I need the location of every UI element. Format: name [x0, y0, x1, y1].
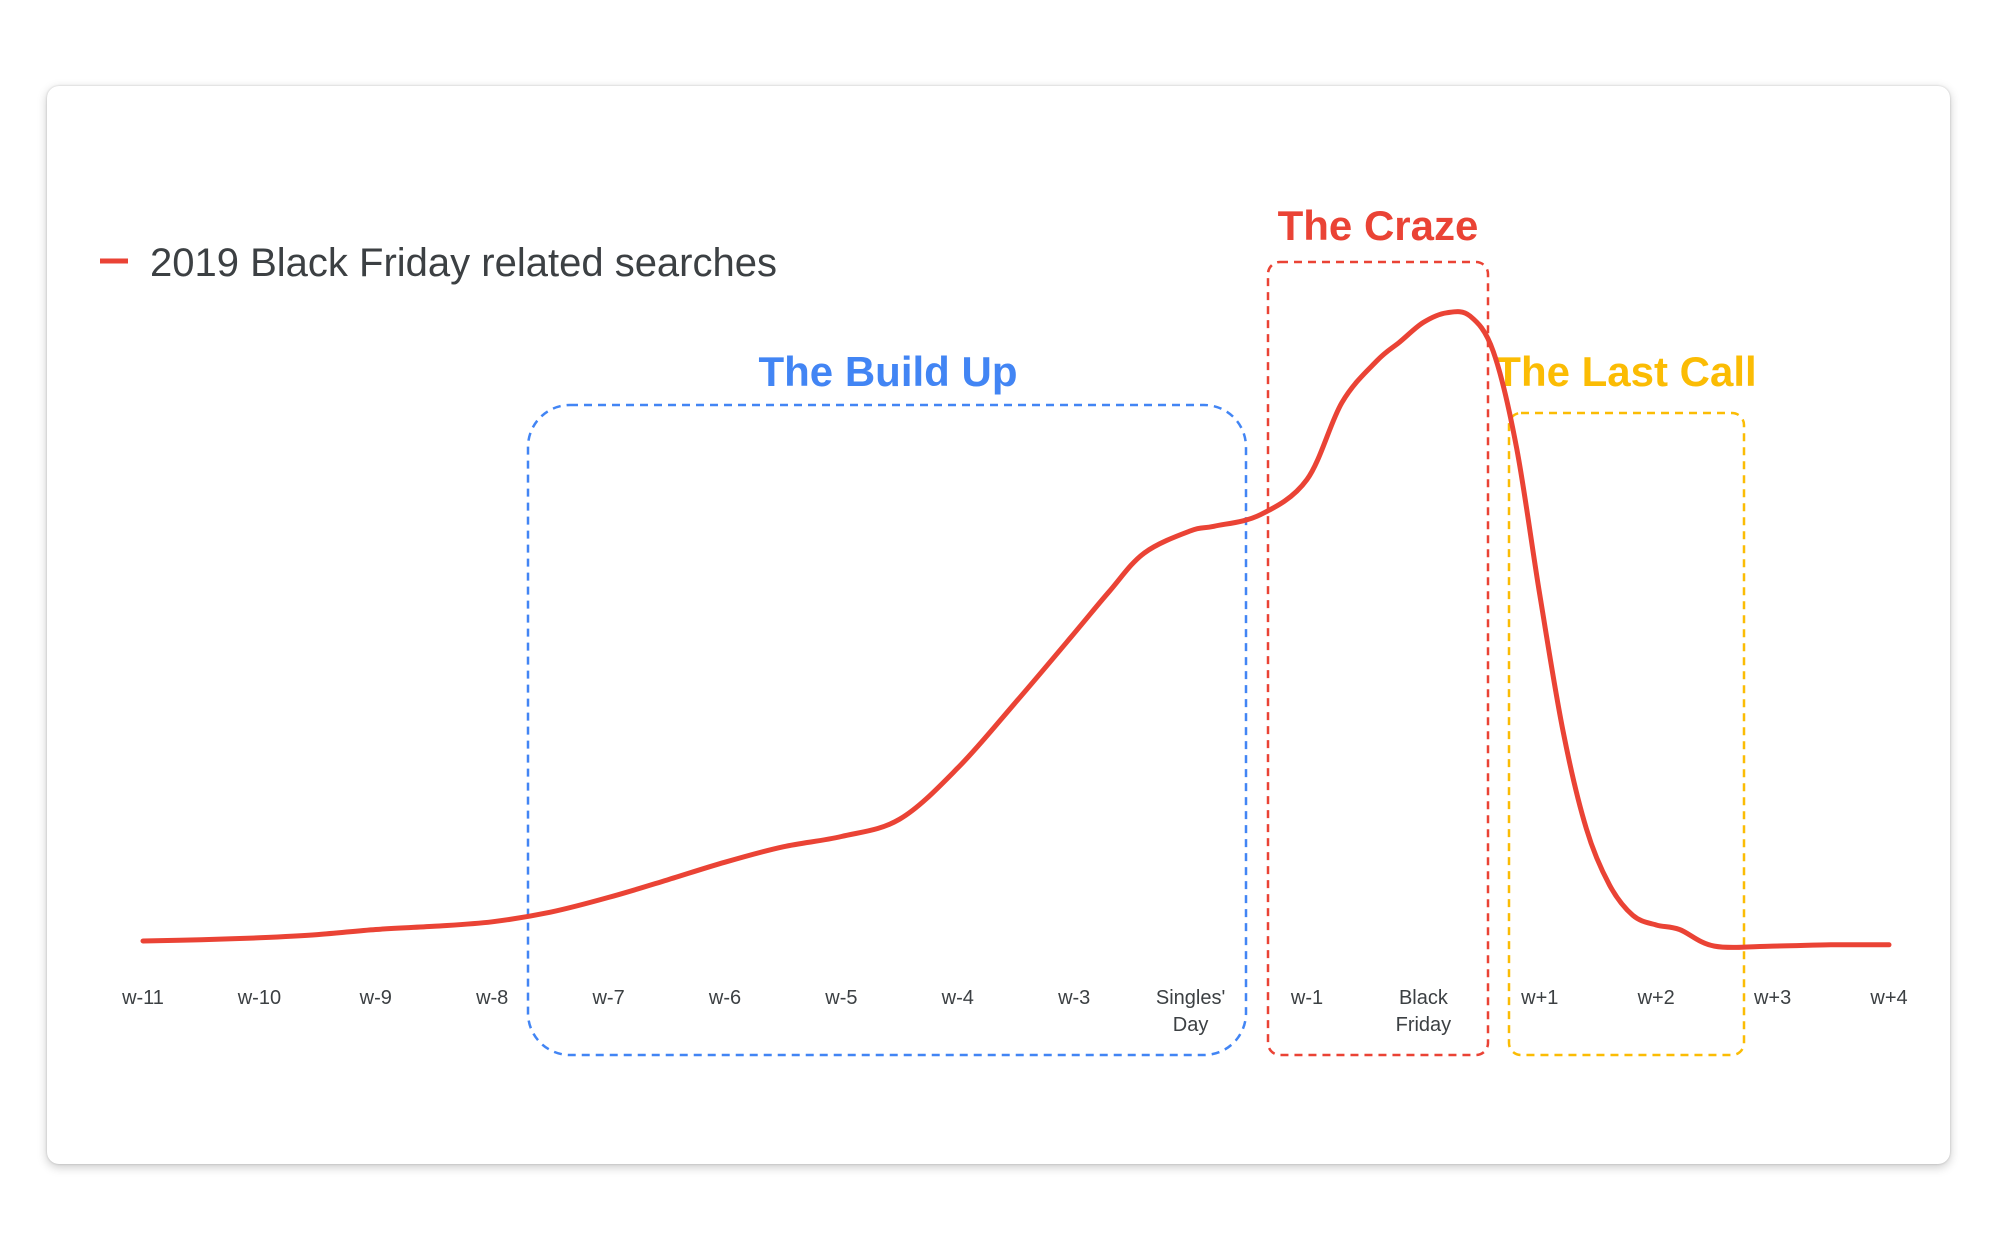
x-tick-label-w-6: w-6: [708, 987, 741, 1009]
x-tick-label-w-11: w-11: [121, 987, 164, 1009]
x-tick-label-w-7: w-7: [591, 987, 624, 1009]
x-tick-label-w-1: w-1: [1290, 987, 1323, 1009]
x-tick-label-w-4: w+4: [1869, 987, 1907, 1009]
zone-box-the-last-call: [1507, 411, 1746, 1057]
zone-label-the-craze: The Craze: [1278, 202, 1479, 249]
x-tick-label-w-1: w+1: [1520, 987, 1558, 1009]
x-tick-label-w-9: w-9: [359, 987, 392, 1009]
zone-label-the-last-call: The Last Call: [1495, 348, 1756, 395]
x-tick-label-singles-day: Singles' Day: [1156, 987, 1225, 1036]
x-tick-label-black-friday: Black Friday: [1396, 987, 1452, 1036]
x-tick-label-w-4: w-4: [941, 987, 974, 1009]
x-tick-label-w-3: w-3: [1057, 987, 1090, 1009]
series-line-black-friday-searches: [140, 309, 1892, 950]
zone-box-the-craze: [1266, 260, 1490, 1057]
zone-label-the-build-up: The Build Up: [759, 348, 1018, 395]
x-tick-label-w-8: w-8: [475, 987, 508, 1009]
x-tick-label-w-3: w+3: [1753, 987, 1791, 1009]
legend: 2019 Black Friday related searches: [100, 241, 777, 285]
legend-label: 2019 Black Friday related searches: [150, 241, 777, 285]
zones: The Build Up The Craze The Last Call: [526, 202, 1757, 1057]
chart-card: [47, 86, 1950, 1164]
x-axis-ticks: w-11 w-10 w-9 w-8 w-7 w-6 w-5 w-4 w-3 Singles' Day…: [121, 987, 1908, 1036]
x-tick-label-w-10: w-10: [237, 987, 281, 1009]
x-tick-label-w-5: w-5: [824, 987, 857, 1009]
x-tick-label-w-2: w+2: [1637, 987, 1675, 1009]
zone-box-the-build-up: [526, 403, 1248, 1057]
